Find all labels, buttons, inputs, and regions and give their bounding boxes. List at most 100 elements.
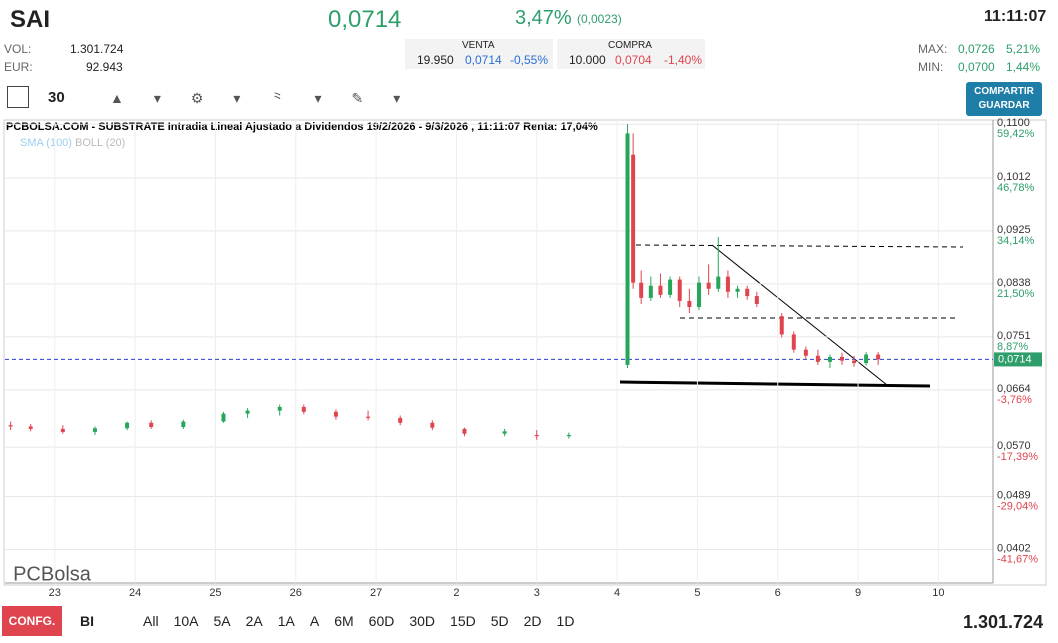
range-button[interactable]: All bbox=[143, 613, 159, 629]
venta-pct: -0,55% bbox=[510, 53, 549, 67]
candle-body bbox=[668, 279, 673, 295]
candle-body bbox=[815, 355, 820, 362]
candle-body bbox=[745, 288, 750, 297]
x-tick-label: 9 bbox=[855, 587, 861, 599]
footer-volume: 1.301.724 bbox=[963, 612, 1044, 632]
candle-body bbox=[277, 406, 282, 411]
frame bbox=[3, 119, 1047, 586]
range-button[interactable]: 2D bbox=[523, 613, 542, 629]
y-tick-change: -17,39% bbox=[997, 451, 1038, 463]
candle-body bbox=[648, 285, 653, 298]
range-button[interactable]: 2A bbox=[245, 613, 263, 629]
last-price-box bbox=[994, 352, 1042, 367]
y-tick-change: 8,87% bbox=[997, 341, 1028, 353]
candle-body bbox=[639, 282, 644, 298]
x-tick-label: 2 bbox=[453, 587, 459, 599]
candle-body bbox=[631, 154, 636, 283]
max-label: MAX: bbox=[918, 42, 948, 56]
candle-body bbox=[92, 428, 97, 432]
min: 0,0700 bbox=[958, 60, 995, 74]
candle-body bbox=[706, 282, 711, 289]
candle-body bbox=[754, 296, 759, 304]
share-button[interactable]: COMPARTIR GUARDAR bbox=[966, 82, 1042, 116]
candle-body bbox=[462, 428, 467, 434]
candle-body bbox=[534, 434, 539, 437]
range-button[interactable]: 30D bbox=[409, 613, 436, 629]
compra-box bbox=[557, 39, 705, 69]
time: 11:11:07 bbox=[984, 8, 1047, 25]
candle-body bbox=[687, 300, 692, 308]
x-tick-label: 4 bbox=[614, 587, 620, 599]
range-button[interactable]: 15D bbox=[450, 613, 476, 629]
range-button[interactable]: 1D bbox=[556, 613, 575, 629]
x-tick-label: 26 bbox=[290, 587, 302, 599]
interval[interactable]: 30 bbox=[48, 89, 65, 106]
panel-toggle[interactable] bbox=[7, 86, 29, 108]
candle-body bbox=[125, 422, 130, 429]
range-button[interactable]: 10A bbox=[173, 613, 199, 629]
venta-qty: 19.950 bbox=[417, 53, 454, 67]
max: 0,0726 bbox=[958, 42, 995, 56]
price: 0,0714 bbox=[328, 6, 402, 33]
y-tick-change: 21,50% bbox=[997, 288, 1035, 300]
x-tick-label: 6 bbox=[775, 587, 781, 599]
candle-body bbox=[876, 354, 881, 360]
y-tick-label: 0,0838 bbox=[997, 277, 1031, 289]
compra-label: COMPRA bbox=[608, 40, 652, 51]
y-tick-label: 0,0570 bbox=[997, 440, 1031, 452]
x-tick-label: 5 bbox=[694, 587, 700, 599]
y-tick-change: 46,78% bbox=[997, 182, 1035, 194]
y-tick-label: 0,0402 bbox=[997, 542, 1031, 554]
venta-box bbox=[405, 39, 553, 69]
max-pct: 5,21% bbox=[1006, 42, 1041, 56]
range-button[interactable]: A bbox=[309, 613, 320, 629]
venta-price: 0,0714 bbox=[465, 53, 502, 67]
y-tick-label: 0,1012 bbox=[997, 171, 1031, 183]
candle-body bbox=[8, 425, 13, 427]
candle-body bbox=[245, 410, 250, 414]
ranges: All 10A 5A 2A 1A A 6M 60D 30D 15D 5D 2D 1D bbox=[143, 613, 589, 629]
candle-body bbox=[28, 426, 33, 429]
x-tick-label: 23 bbox=[49, 587, 61, 599]
venta-label: VENTA bbox=[462, 40, 495, 51]
candle-body bbox=[839, 356, 844, 361]
candle-body bbox=[725, 276, 730, 292]
candle-body bbox=[791, 334, 796, 350]
y-tick-change: 34,14% bbox=[997, 235, 1035, 247]
indicator: SMA (100) bbox=[20, 137, 72, 149]
candle-body bbox=[333, 411, 338, 417]
vol: 1.301.724 bbox=[70, 42, 124, 56]
mode[interactable]: BI bbox=[80, 613, 94, 629]
eur: 92.943 bbox=[86, 60, 123, 74]
min-pct: 1,44% bbox=[1006, 60, 1041, 74]
candle-body bbox=[864, 354, 869, 364]
candle-body bbox=[735, 288, 740, 292]
y-tick-change: -3,76% bbox=[997, 394, 1032, 406]
range-button[interactable]: 1A bbox=[277, 613, 295, 629]
range-button[interactable]: 5A bbox=[213, 613, 231, 629]
range-button[interactable]: 60D bbox=[368, 613, 395, 629]
symbol: SAI bbox=[10, 6, 51, 33]
range-button[interactable]: 6M bbox=[334, 613, 354, 629]
last-price-label: 0,0714 bbox=[998, 353, 1032, 365]
drawing bbox=[635, 244, 964, 248]
candle-body bbox=[181, 421, 186, 428]
change-abs: (0,0023) bbox=[577, 12, 622, 26]
candle-body bbox=[502, 431, 507, 434]
candle-body bbox=[398, 417, 403, 423]
config-button[interactable]: CONFG. bbox=[2, 606, 62, 636]
indicator: BOLL (20) bbox=[75, 137, 125, 149]
eur-label: EUR: bbox=[4, 60, 33, 74]
drawing bbox=[711, 244, 888, 386]
x-tick-label: 25 bbox=[209, 587, 221, 599]
drawing bbox=[619, 380, 931, 388]
tool-icons[interactable]: ▲▾⚙▾⺀▾✎▾ bbox=[110, 90, 431, 106]
y-tick-label: 0,0664 bbox=[997, 383, 1031, 395]
range-button[interactable]: 5D bbox=[490, 613, 509, 629]
candle-body bbox=[697, 282, 702, 308]
y-tick-change: 59,42% bbox=[997, 128, 1035, 140]
candle-body bbox=[430, 422, 435, 428]
compra-pct: -1,40% bbox=[664, 53, 703, 67]
candle-body bbox=[716, 276, 721, 289]
